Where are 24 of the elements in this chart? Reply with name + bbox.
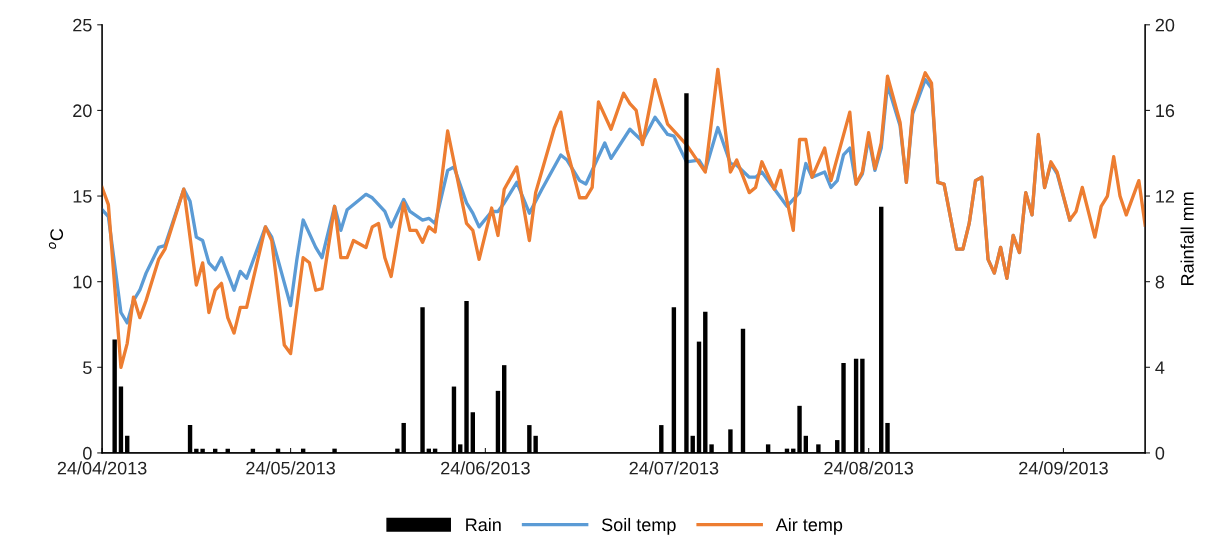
- y-tick-label: 20: [73, 104, 92, 118]
- y2-tick-label: 8: [1155, 275, 1165, 289]
- y2-tick-label: 20: [1155, 18, 1175, 32]
- y2-tick-label: 0: [1155, 446, 1165, 460]
- y-tick-label: 5: [83, 361, 92, 375]
- y2-tick-label: 16: [1156, 104, 1175, 118]
- x-tick-label: 24/07/2013: [629, 461, 719, 475]
- x-tick-label: 24/09/2013: [1019, 461, 1108, 475]
- x-tick-label: 24/05/2013: [246, 461, 335, 475]
- y2-tick-label: 12: [1156, 189, 1175, 203]
- legend-label: Rain: [466, 517, 501, 532]
- legend-label: Air temp: [775, 517, 843, 535]
- y2-tick-label: 4: [1155, 361, 1165, 374]
- y-axis-title: $^{o}$C: [48, 228, 64, 249]
- x-tick-label: 24/08/2013: [824, 461, 914, 475]
- y-tick-label: 15: [73, 190, 92, 203]
- y-tick-label: 10: [73, 275, 92, 289]
- legend-label: Soil temp: [601, 517, 676, 535]
- x-tick-label: 24/06/2013: [441, 461, 530, 475]
- y-tick-label: 25: [73, 18, 92, 32]
- line-series: [102, 67, 1146, 369]
- x-tick-label: 24/04/2013: [57, 461, 147, 475]
- y-tick-label: 0: [83, 446, 92, 460]
- y2-axis-title: Rainfall mm: [1180, 192, 1194, 286]
